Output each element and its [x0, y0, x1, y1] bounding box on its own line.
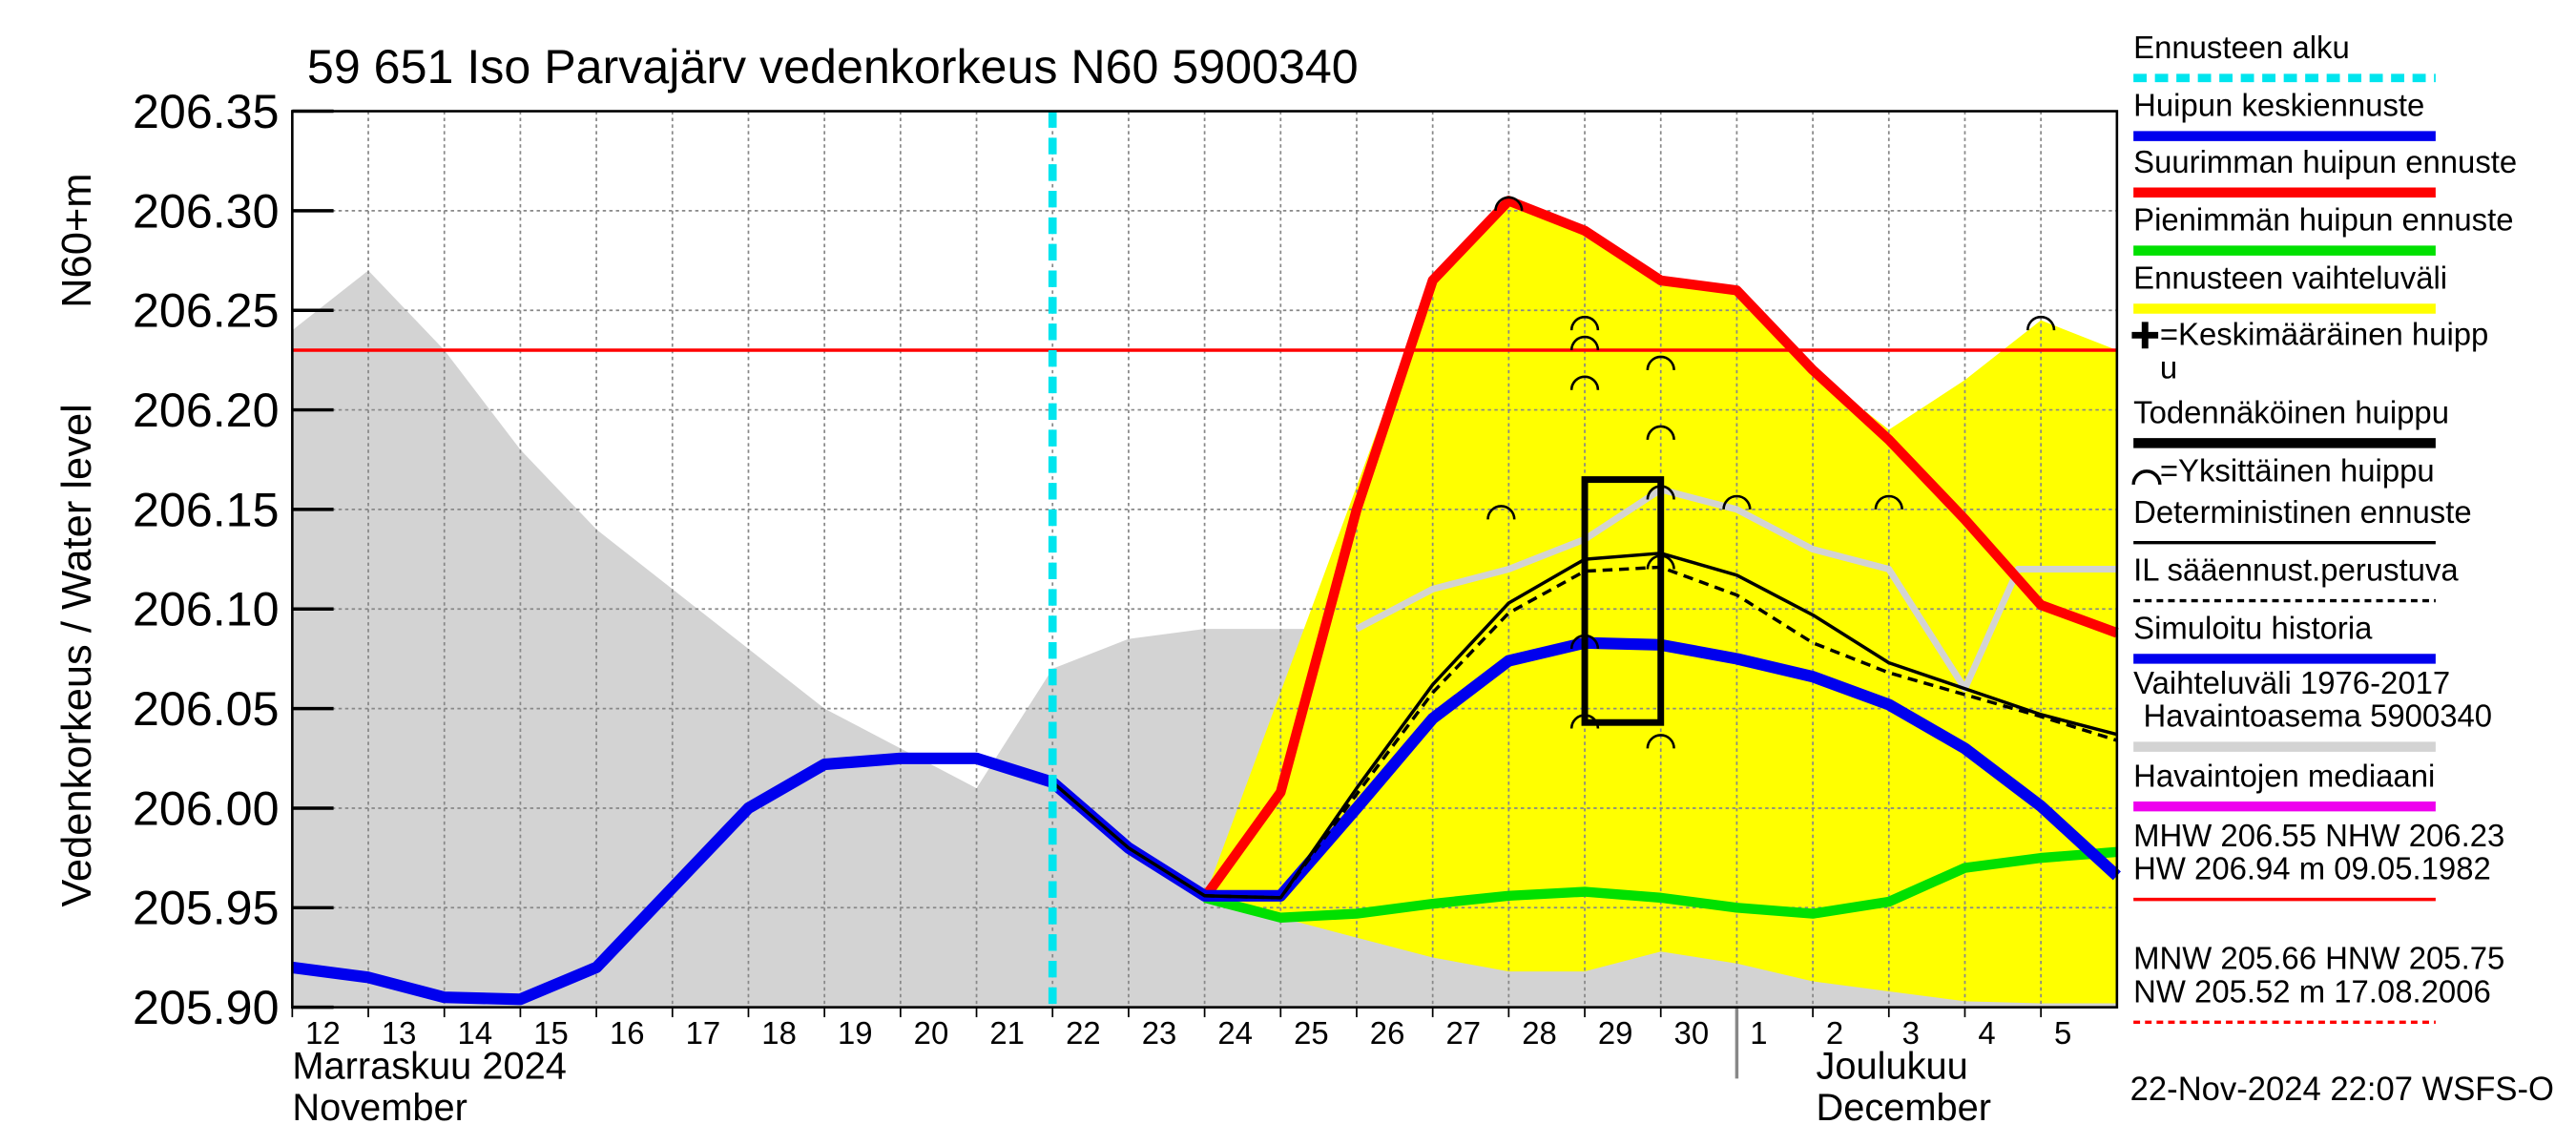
legend-text: MNW 205.66 HNW 205.75	[2133, 941, 2504, 976]
single-peak	[1646, 554, 1675, 570]
single-peak	[1874, 494, 1903, 510]
x-tick-label: 3	[1902, 1015, 1920, 1051]
legend-text: =Keskimääräinen huipp	[2160, 317, 2488, 352]
single-peak	[1722, 494, 1752, 510]
y-tick-label: 206.20	[133, 383, 279, 437]
legend-text: Suurimman huipun ennuste	[2133, 144, 2517, 179]
x-tick-label: 2	[1826, 1015, 1843, 1051]
legend-text: NW 205.52 m 17.08.2006	[2133, 973, 2491, 1009]
x-tick-label: 4	[1978, 1015, 1995, 1051]
y-tick-label: 206.05	[133, 681, 279, 736]
x-tick-label: 16	[610, 1015, 645, 1051]
legend-text: Simuloitu historia	[2133, 610, 2373, 645]
y-tick-label: 206.15	[133, 482, 279, 536]
x-tick-label: 12	[305, 1015, 341, 1051]
x-tick-label: 27	[1446, 1015, 1482, 1051]
y-tick-label: 206.35	[133, 84, 279, 138]
single-peak	[1569, 634, 1600, 650]
single-peak	[1569, 335, 1600, 351]
y-tick-label: 206.30	[133, 183, 279, 238]
single-peak	[1646, 425, 1675, 440]
legend-symbol	[2131, 469, 2162, 485]
legend-text: Ennusteen alku	[2133, 30, 2350, 65]
series-line	[1203, 846, 2118, 923]
single-peak	[1646, 485, 1675, 500]
x-tick-label: 22	[1066, 1015, 1101, 1051]
legend-text: MHW 206.55 NHW 206.23	[2133, 818, 2504, 853]
single-peak	[1646, 734, 1675, 749]
x-tick-label: 29	[1598, 1015, 1633, 1051]
month-label: Marraskuu 2024	[292, 1045, 567, 1087]
x-tick-label: 23	[1142, 1015, 1177, 1051]
x-tick-label: 30	[1674, 1015, 1710, 1051]
x-tick-label: 28	[1522, 1015, 1557, 1051]
single-peak	[1569, 315, 1600, 331]
legend-text: =Yksittäinen huippu	[2160, 452, 2435, 488]
legend-text: Ennusteen vaihteluväli	[2133, 260, 2447, 296]
x-tick-label: 13	[382, 1015, 417, 1051]
legend-symbol	[2131, 322, 2159, 349]
timestamp: 22-Nov-2024 22:07 WSFS-O	[2130, 1072, 2554, 1108]
single-peak	[2026, 315, 2056, 331]
x-tick-label: 18	[761, 1015, 797, 1051]
x-tick-label: 15	[533, 1015, 569, 1051]
single-peak	[1646, 355, 1675, 370]
legend-text: Vaihteluväli 1976-2017	[2133, 665, 2450, 700]
legend-text: Todennäköinen huippu	[2133, 394, 2449, 429]
y-axis-unit: N60+m	[54, 174, 100, 308]
month-label: Joulukuu	[1816, 1045, 1967, 1087]
single-peak	[1569, 714, 1600, 729]
legend-text: HW 206.94 m 09.05.1982	[2133, 851, 2491, 886]
month-label: December	[1816, 1087, 1991, 1129]
x-tick-label: 14	[458, 1015, 493, 1051]
month-label: November	[292, 1087, 467, 1129]
x-tick-label: 5	[2054, 1015, 2071, 1051]
plot-frame	[291, 110, 2119, 1009]
single-peak	[1494, 196, 1524, 211]
legend-text: Havaintoasema 5900340	[2144, 698, 2493, 734]
x-tick-label: 17	[686, 1015, 721, 1051]
x-tick-label: 26	[1370, 1015, 1405, 1051]
chart-title: 59 651 Iso Parvajärv vedenkorkeus N60 59…	[307, 39, 1359, 94]
x-tick-label: 20	[914, 1015, 949, 1051]
legend-text: IL sääennust.perustuva	[2133, 552, 2459, 588]
x-tick-label: 19	[838, 1015, 873, 1051]
series-line	[1355, 486, 2117, 693]
y-tick-label: 205.90	[133, 980, 279, 1034]
single-peak	[1486, 505, 1516, 520]
x-tick-label: 25	[1294, 1015, 1329, 1051]
y-tick-label: 205.95	[133, 881, 279, 935]
legend-text: u	[2160, 349, 2177, 385]
series-line	[1200, 196, 2119, 901]
y-tick-label: 206.25	[133, 282, 279, 337]
x-tick-label: 21	[989, 1015, 1025, 1051]
x-tick-label: 1	[1750, 1015, 1767, 1051]
y-axis-label: Vedenkorkeus / Water level	[54, 404, 100, 906]
x-tick-label: 24	[1217, 1015, 1253, 1051]
single-peak	[1569, 375, 1600, 390]
legend-text: Havaintojen mediaani	[2133, 758, 2435, 793]
probable-peak	[1581, 476, 1665, 726]
legend-text: Pienimmän huipun ennuste	[2133, 202, 2513, 238]
y-tick-label: 206.00	[133, 781, 279, 835]
legend-text: Deterministinen ennuste	[2133, 494, 2472, 530]
legend-text: Huipun keskiennuste	[2133, 88, 2424, 123]
y-tick-label: 206.10	[133, 582, 279, 636]
